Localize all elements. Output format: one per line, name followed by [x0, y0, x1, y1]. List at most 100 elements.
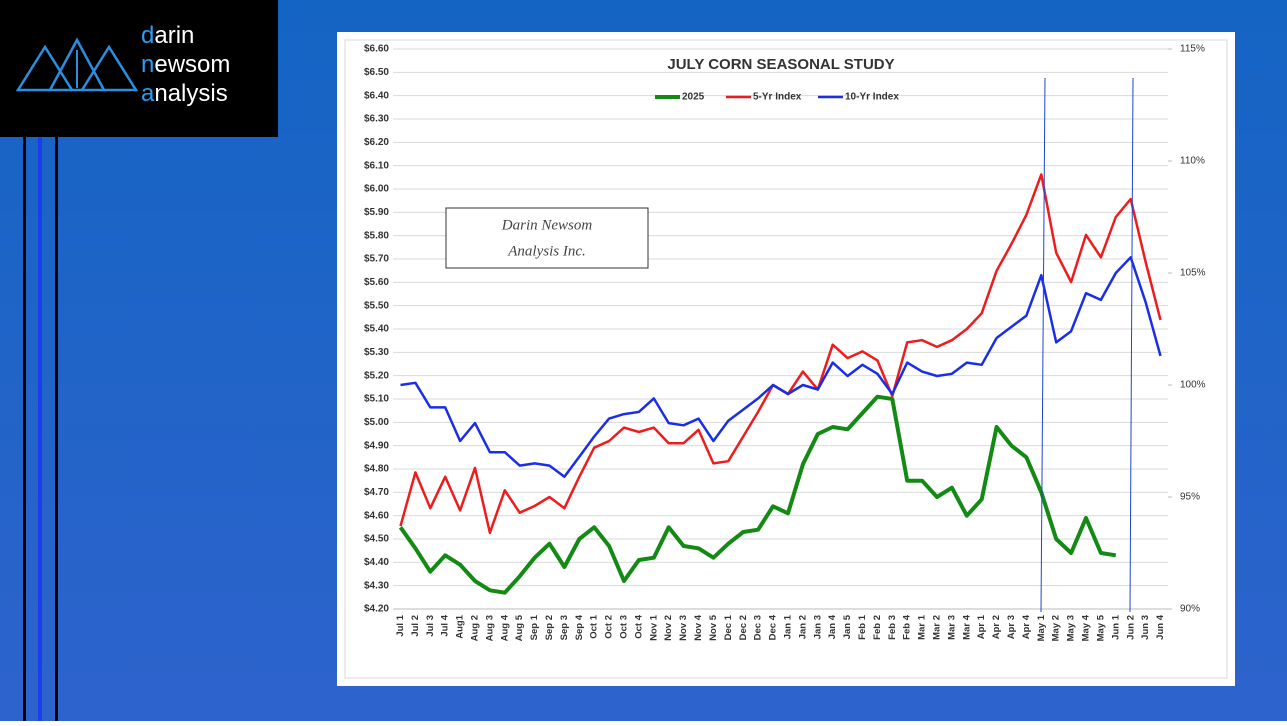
watermark-line: Darin Newsom: [501, 217, 593, 233]
x-tick-label: Aug 4: [499, 614, 510, 641]
x-tick-label: Apr 3: [1006, 615, 1017, 639]
y2-tick-label: 95%: [1180, 492, 1200, 503]
side-line: [55, 137, 58, 721]
y-tick-label: $6.30: [364, 114, 389, 125]
y-tick-label: $6.10: [364, 160, 389, 171]
x-tick-label: Mar 2: [932, 615, 943, 640]
watermark-line: Analysis Inc.: [507, 243, 585, 259]
x-tick-label: Oct 4: [633, 614, 644, 638]
x-tick-label: Feb 3: [887, 615, 898, 640]
x-tick-label: Jul 4: [440, 614, 451, 636]
watermark-box: [445, 207, 649, 269]
side-line: [38, 137, 42, 721]
logo-rest: arin: [154, 22, 194, 49]
x-tick-label: Mar 1: [917, 614, 928, 640]
x-tick-label: Dec 4: [768, 614, 779, 640]
side-line: [23, 137, 26, 721]
logo-box: [0, 0, 278, 137]
x-tick-label: Apr 4: [1021, 614, 1032, 639]
x-tick-label: Jan 4: [827, 614, 838, 639]
series-line: [400, 256, 1162, 479]
y-tick-label: $4.50: [364, 534, 389, 545]
x-tick-label: Jan 1: [782, 614, 793, 639]
x-tick-label: Nov 4: [693, 614, 704, 641]
x-tick-label: Feb 1: [857, 614, 868, 640]
x-tick-label: Oct 3: [619, 615, 630, 639]
x-tick-label: Jun 4: [1155, 614, 1166, 640]
x-tick-label: Apr 2: [991, 615, 1002, 639]
x-tick-label: Sep 4: [574, 614, 585, 640]
legend-label: 2025: [682, 92, 705, 103]
x-tick-label: Jun 1: [1110, 614, 1121, 640]
y-tick-label: $6.20: [364, 137, 389, 148]
x-tick-label: Feb 4: [902, 614, 913, 640]
series-line: [398, 394, 1117, 595]
x-tick-label: Mar 4: [961, 614, 972, 640]
logo-rest: ewsom: [154, 51, 230, 78]
legend-label: 5-Yr Index: [753, 92, 802, 103]
x-tick-label: Mar 3: [946, 615, 957, 640]
x-tick-label: May 4: [1081, 614, 1092, 641]
y-tick-label: $5.40: [364, 324, 389, 335]
x-tick-label: Oct 2: [604, 615, 615, 639]
marker-line: [1129, 77, 1134, 613]
x-tick-label: May 2: [1051, 615, 1062, 641]
y-tick-label: $5.80: [364, 230, 389, 241]
y2-tick-label: 100%: [1180, 380, 1206, 391]
y2-tick-label: 110%: [1180, 156, 1205, 167]
x-tick-label: Nov 5: [708, 614, 719, 641]
x-tick-label: Dec 2: [738, 615, 749, 640]
x-tick-label: May 1: [1036, 614, 1047, 641]
y-tick-label: $6.50: [364, 67, 389, 78]
x-tick-label: Jan 3: [812, 615, 823, 639]
chart: $4.20 $4.30 $4.40 $4.50 $4.60 $4.70 $4.80 $4.90…: [364, 44, 1206, 642]
x-tick-label: Aug 3: [484, 615, 495, 641]
y-tick-label: $5.70: [364, 254, 389, 265]
y-tick-label: $5.10: [364, 394, 389, 405]
logo-line: darin: [141, 22, 194, 49]
chart-title: JULY CORN SEASONAL STUDY: [667, 56, 894, 73]
y2-tick-label: 105%: [1180, 268, 1206, 279]
y-tick-label: $6.40: [364, 90, 389, 101]
logo-initial: d: [141, 22, 154, 49]
x-tick-label: Jul 1: [395, 614, 406, 636]
x-tick-label: May 3: [1066, 615, 1077, 641]
y-tick-label: $4.30: [364, 580, 389, 591]
y-tick-label: $6.60: [364, 44, 389, 55]
chart-panel: [337, 32, 1235, 686]
x-tick-label: Jun 2: [1125, 615, 1136, 640]
x-tick-label: Sep 1: [529, 614, 540, 640]
x-tick-label: Aug1: [455, 614, 466, 638]
x-tick-label: Nov 1: [648, 614, 659, 641]
x-tick-label: Dec 1: [723, 614, 734, 640]
y2-tick-label: 90%: [1180, 604, 1200, 615]
x-tick-label: Feb 2: [872, 615, 883, 640]
y-tick-label: $5.20: [364, 370, 389, 381]
x-tick-label: May 5: [1095, 614, 1106, 641]
x-tick-label: Aug 2: [469, 615, 480, 641]
logo-rest: nalysis: [154, 80, 227, 107]
y-tick-label: $5.00: [364, 417, 389, 428]
chart-frame: [344, 39, 1228, 679]
y-tick-label: $4.80: [364, 464, 389, 475]
y-tick-label: $4.20: [364, 604, 389, 615]
logo-icon: [15, 37, 139, 92]
y-tick-label: $4.90: [364, 440, 389, 451]
y-tick-label: $5.50: [364, 300, 389, 311]
x-tick-label: Sep 2: [544, 615, 555, 640]
x-tick-label: Oct 1: [589, 614, 600, 638]
x-tick-label: Dec 3: [753, 615, 764, 640]
marker-line: [1040, 77, 1046, 613]
x-tick-label: Aug 5: [514, 614, 525, 641]
y-tick-label: $4.40: [364, 557, 389, 568]
y-tick-label: $5.60: [364, 277, 389, 288]
y2-tick-label: 115%: [1180, 44, 1205, 55]
logo-line: analysis: [141, 80, 228, 107]
x-tick-label: Jan 5: [842, 614, 853, 639]
x-tick-label: Nov 3: [678, 615, 689, 641]
x-tick-label: Jul 2: [410, 615, 421, 637]
x-tick-label: Apr 1: [976, 614, 987, 639]
x-tick-label: Jul 3: [425, 615, 436, 637]
